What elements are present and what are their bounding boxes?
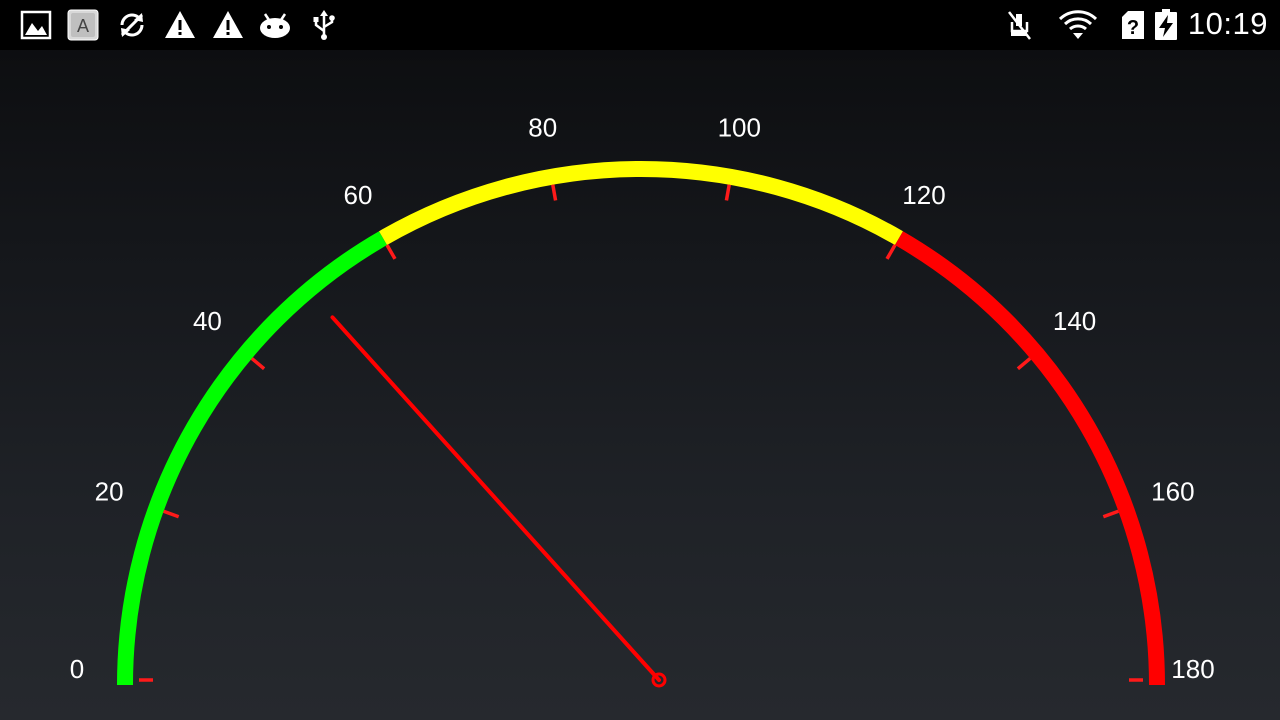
gauge-label-140: 140	[1053, 306, 1096, 336]
gauge-label-160: 160	[1151, 476, 1194, 506]
gauge-zone-2	[894, 231, 1165, 686]
warning-icon	[165, 11, 195, 38]
needle-line	[330, 315, 661, 682]
warning-icon	[213, 11, 243, 38]
gauge-label-120: 120	[902, 180, 945, 210]
gauge-label-180: 180	[1171, 654, 1214, 684]
svg-text:?: ?	[1127, 17, 1139, 39]
speed-gauge: 0 20 40 60 80 100 120 140 160 180	[70, 113, 1215, 688]
gauge-label-40: 40	[193, 306, 222, 336]
gauge-needle	[330, 315, 667, 688]
gauge-color-zones	[117, 161, 1165, 686]
sync-icon	[120, 13, 144, 37]
gallery-icon	[20, 10, 52, 40]
gauge-label-20: 20	[95, 476, 124, 506]
clock: 10:19	[1187, 6, 1268, 41]
gauge-tick	[163, 509, 180, 519]
keyboard-a-icon: A	[67, 9, 99, 41]
battery-charging-icon	[1155, 9, 1177, 40]
usb-icon	[313, 10, 335, 40]
gauge-label-60: 60	[344, 180, 373, 210]
gauge-tick	[1102, 509, 1119, 519]
gauge-label-0: 0	[70, 654, 84, 684]
gauge-tick	[724, 184, 731, 201]
gauge-label-100: 100	[718, 113, 761, 143]
wifi-icon	[1058, 10, 1098, 39]
gauge-tick	[551, 184, 558, 201]
status-bar: A	[0, 0, 1280, 50]
gauge-tick	[385, 244, 397, 260]
gauge-label-80: 80	[528, 113, 557, 143]
svg-text:A: A	[77, 16, 89, 36]
gauge-tick	[250, 357, 266, 371]
sim-unknown-icon: ?	[1122, 11, 1144, 39]
mute-icon	[1008, 11, 1031, 40]
gauge-tick-labels: 0 20 40 60 80 100 120 140 160 180	[70, 113, 1215, 684]
gauge-zone-0	[117, 231, 388, 686]
gauge-zone-1	[379, 161, 903, 246]
needle-pivot	[651, 672, 667, 688]
gauge-tick	[885, 244, 897, 260]
android-icon	[260, 13, 290, 38]
gauge-tick	[1016, 357, 1032, 371]
gauge-ticks	[139, 184, 1143, 682]
